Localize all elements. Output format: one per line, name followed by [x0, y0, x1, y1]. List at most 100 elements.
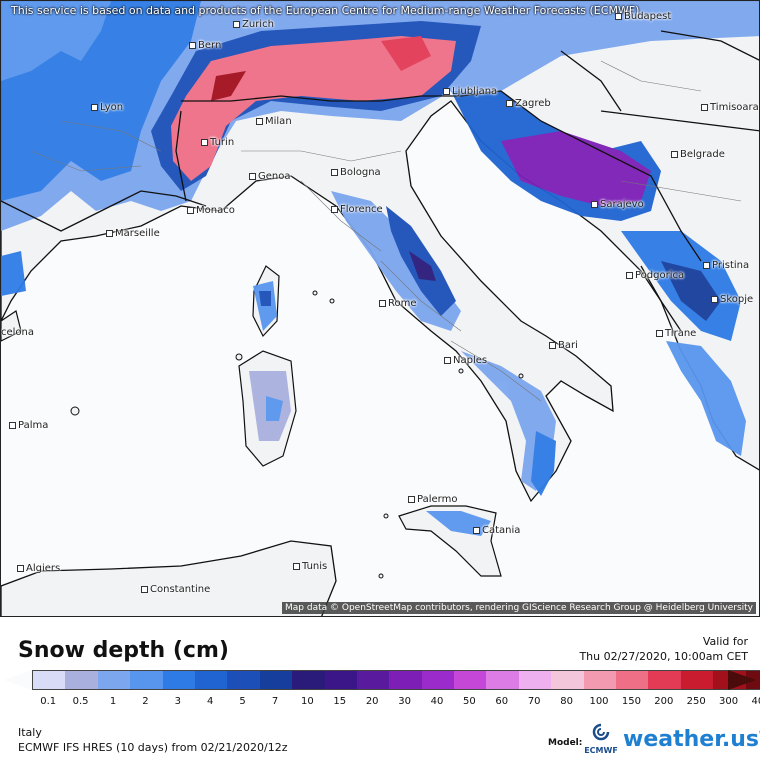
city-marker — [293, 562, 300, 570]
brand-text: weather.us — [623, 727, 760, 752]
scale-swatch — [518, 671, 552, 689]
city-label: celona — [1, 327, 35, 338]
scale-tick-label: 400 — [751, 696, 760, 707]
scale-swatch — [33, 671, 66, 689]
city-label: Zurich — [233, 19, 274, 30]
map-title: Snow depth (cm) — [18, 638, 229, 663]
city-label: Pristina — [703, 260, 749, 271]
city-marker — [408, 495, 415, 503]
scale-tick-label: 200 — [654, 696, 674, 707]
city-marker — [473, 526, 480, 534]
city-label: Podgorica — [626, 270, 684, 281]
city-marker — [656, 329, 663, 337]
scale-tick-label: 70 — [527, 696, 541, 707]
forecast-map[interactable]: This service is based on data and produc… — [0, 0, 760, 617]
scale-swatch — [97, 671, 131, 689]
scale-tick-label: 1 — [109, 696, 117, 707]
scale-tick-label: 10 — [301, 696, 314, 707]
city-label: Monaco — [187, 205, 235, 216]
scale-tick-label: 5 — [239, 696, 246, 707]
city-marker — [331, 168, 338, 176]
city-label: Genoa — [249, 171, 291, 182]
city-marker — [331, 205, 338, 213]
city-label: Palma — [9, 420, 48, 431]
city-marker — [91, 103, 98, 111]
scale-swatch — [227, 671, 260, 689]
scale-tick-label: 2 — [142, 696, 149, 707]
city-marker — [233, 20, 240, 28]
scale-labels: 0.1 0.5 1 2 3 4 5 7 10 15 20 30 40 50 60 70 80 100 150 200 2… — [4, 696, 760, 710]
city-marker — [626, 271, 633, 279]
scale-tick-label: 0.5 — [72, 696, 89, 707]
city-label: Tirane — [656, 328, 696, 339]
snow-overlay — [1, 1, 759, 536]
city-label: Palermo — [408, 494, 457, 505]
scale-swatch — [648, 671, 681, 689]
city-label: Marseille — [106, 228, 160, 239]
scale-swatch — [259, 671, 293, 689]
regional-borders — [30, 60, 742, 402]
city-marker — [256, 117, 263, 125]
city-marker — [443, 87, 450, 95]
color-scale — [4, 670, 760, 692]
city-marker — [671, 150, 678, 158]
valid-time: Thu 02/27/2020, 10:00am CET — [579, 650, 748, 663]
scale-swatch — [130, 671, 163, 689]
scale-tick-label: 30 — [398, 696, 411, 707]
city-label: Milan — [256, 116, 292, 127]
ecmwf-logo-text: ECMWF — [584, 746, 618, 755]
ecmwf-logo[interactable]: ECMWF — [581, 723, 621, 757]
city-label: Budapest — [615, 11, 671, 22]
city-label: Skopje — [711, 294, 753, 305]
scale-tick-label: 60 — [495, 696, 509, 707]
model-label: Model: — [548, 738, 583, 748]
scale-min-arrow — [4, 670, 32, 690]
city-marker — [201, 138, 208, 146]
city-marker — [9, 421, 16, 429]
city-marker — [711, 295, 718, 303]
scale-swatch — [162, 671, 195, 689]
city-marker — [591, 200, 598, 208]
scale-max-arrow — [728, 670, 756, 690]
weather-us-logo[interactable]: weather.us● — [623, 727, 760, 752]
scale-swatch — [292, 671, 325, 689]
region-label: Italy — [18, 726, 42, 739]
city-label: Rome — [379, 298, 417, 309]
city-label: Bologna — [331, 167, 381, 178]
city-label: Sarajevo — [591, 199, 644, 210]
map-canvas — [1, 1, 759, 616]
city-label: Ljubljana — [443, 86, 497, 97]
city-marker — [549, 341, 556, 349]
city-marker — [249, 172, 256, 180]
scale-tick-label: 250 — [686, 696, 706, 707]
city-label: Belgrade — [671, 149, 725, 160]
city-label: Timisoara — [701, 102, 759, 113]
scale-tick-label: 80 — [560, 696, 573, 707]
scale-tick-label: 300 — [719, 696, 739, 707]
scale-swatch — [680, 671, 714, 689]
scale-swatch — [421, 671, 455, 689]
land-africa — [1, 540, 337, 616]
city-label: Zagreb — [506, 98, 551, 109]
scale-swatch — [389, 671, 422, 689]
scale-tick-label: 40 — [430, 696, 444, 707]
scale-swatch — [324, 671, 357, 689]
scale-tick-label: 50 — [463, 696, 476, 707]
ecmwf-icon — [592, 723, 610, 741]
scale-swatch — [194, 671, 228, 689]
scale-swatch — [486, 671, 519, 689]
scale-tick-label: 100 — [589, 696, 609, 707]
scale-tick-label: 7 — [271, 696, 279, 707]
scale-tick-label: 0.1 — [40, 696, 57, 707]
scale-swatch — [583, 671, 617, 689]
city-marker — [703, 261, 710, 269]
city-label: Algiers — [17, 563, 60, 574]
scale-swatch — [65, 671, 98, 689]
scale-tick-label: 150 — [621, 696, 641, 707]
city-marker — [189, 41, 196, 49]
city-label: Catania — [473, 525, 520, 536]
scale-bar — [32, 670, 760, 690]
country-borders — [1, 30, 759, 332]
scale-swatch — [551, 671, 584, 689]
small-islands — [70, 290, 524, 579]
